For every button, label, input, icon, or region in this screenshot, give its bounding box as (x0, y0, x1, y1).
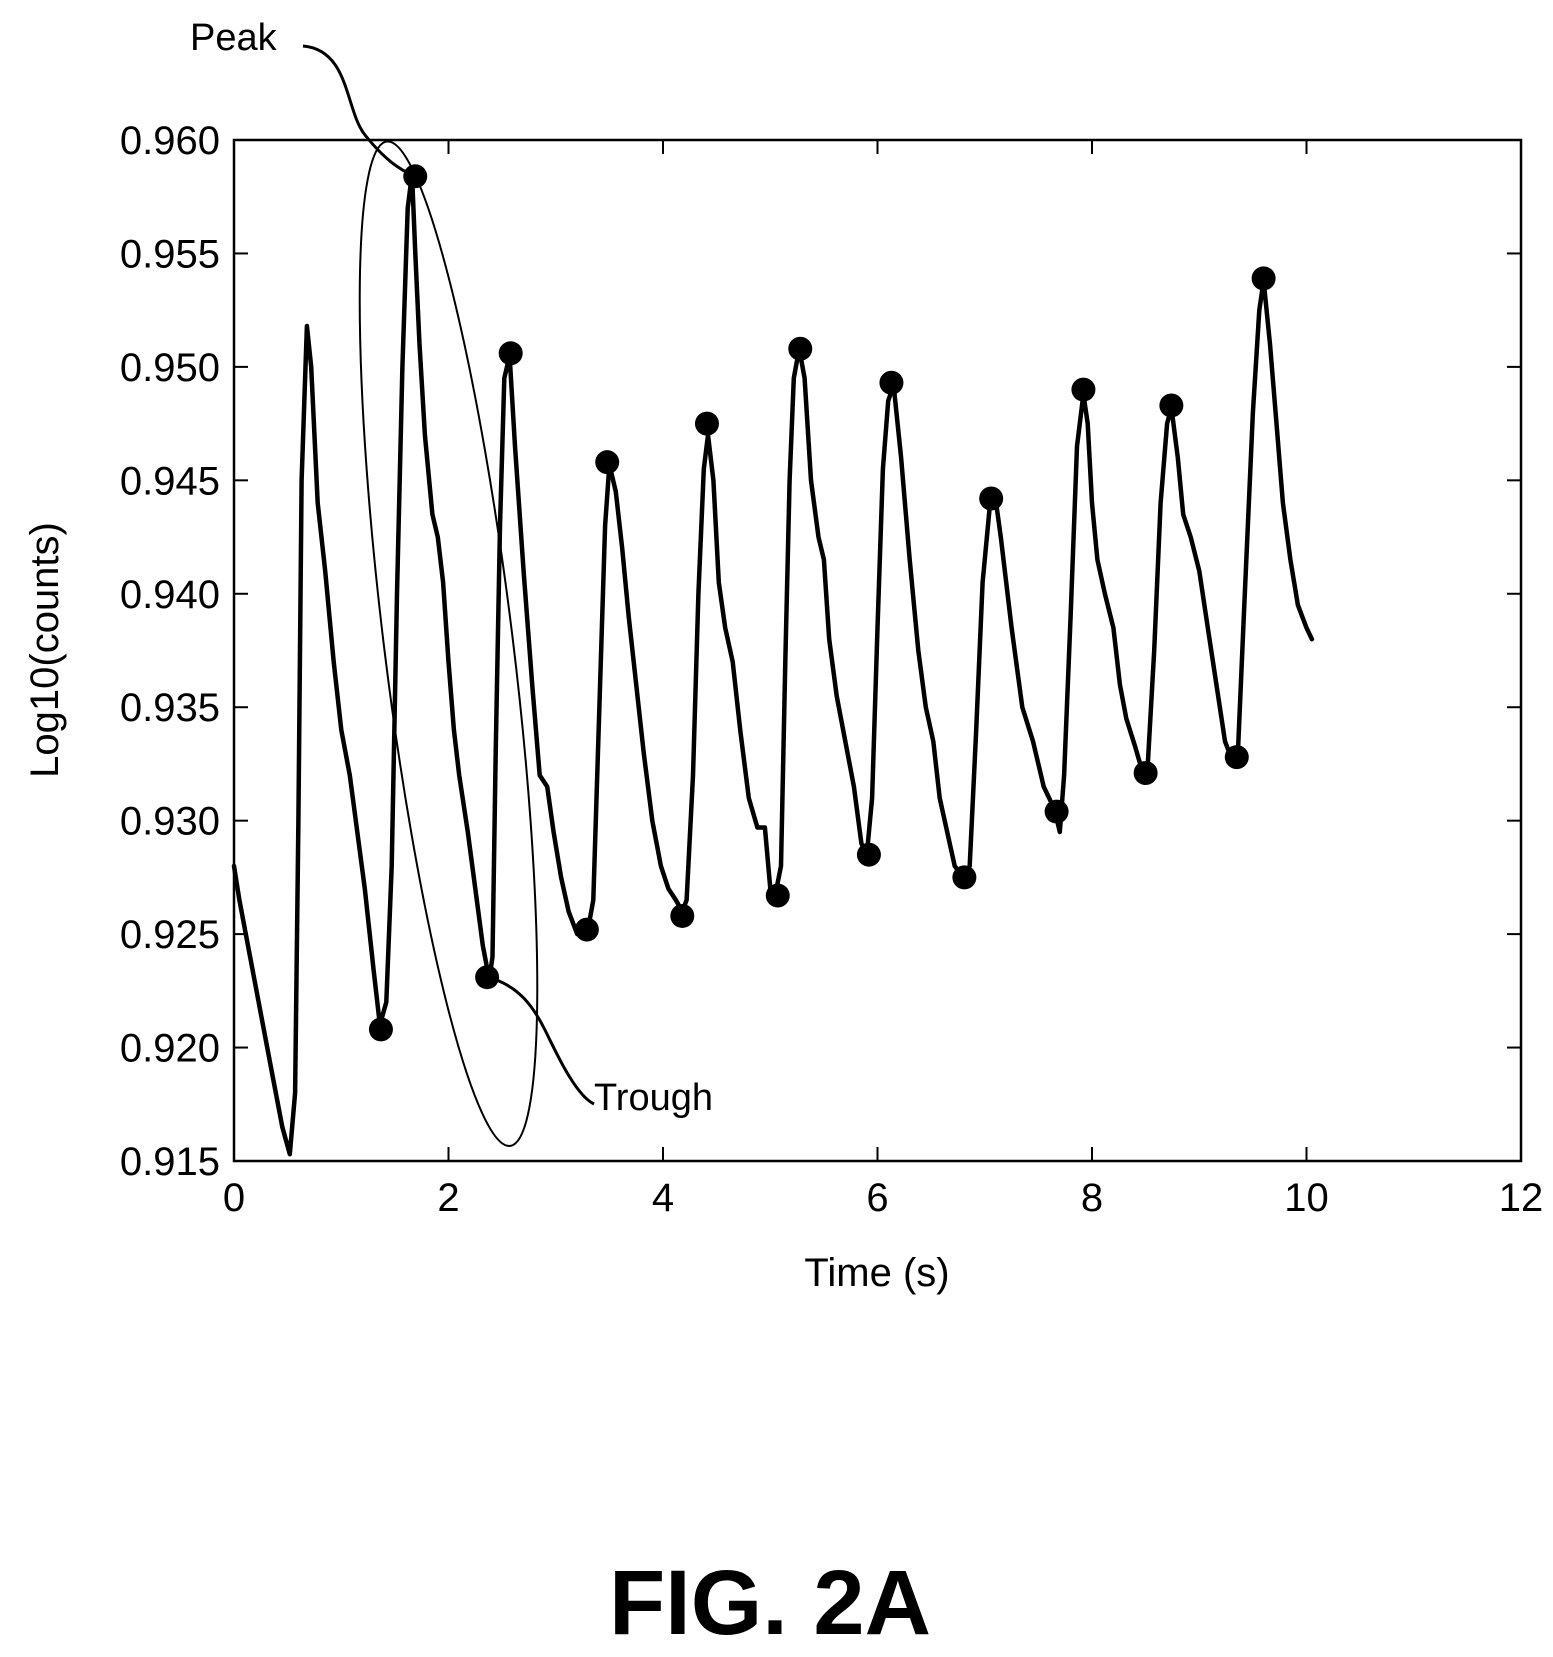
highlight-ellipse (358, 140, 539, 1147)
x-tick-label: 4 (652, 1176, 674, 1220)
peak-marker (979, 486, 1004, 511)
peak-marker (1251, 266, 1276, 291)
series-layer (231, 171, 1315, 1157)
y-tick-label: 0.960 (120, 119, 220, 163)
markers-layer (368, 164, 1276, 1042)
figure-caption: FIG. 2A (609, 1552, 931, 1654)
trough-leader-line (486, 975, 595, 1106)
x-tick-label: 10 (1284, 1176, 1329, 1220)
highlight-region (358, 140, 539, 1147)
y-tick-label: 0.935 (120, 686, 220, 730)
x-tick-label: 6 (866, 1176, 888, 1220)
y-tick-label: 0.945 (120, 459, 220, 503)
trough-marker (1044, 799, 1069, 824)
trough-annotation: Trough (594, 1077, 713, 1119)
peak-marker (595, 450, 620, 475)
trough-marker (952, 865, 977, 890)
trough-marker (1133, 761, 1158, 786)
peak-annotation: Peak (190, 17, 278, 59)
x-tick-label: 0 (223, 1176, 245, 1220)
trough-marker (765, 883, 790, 908)
trough-marker (670, 903, 695, 928)
y-tick-label: 0.925 (120, 913, 220, 957)
trough-marker (574, 917, 599, 942)
peak-leader-line (302, 44, 416, 178)
x-tick-label: 12 (1499, 1176, 1544, 1220)
y-tick-label: 0.930 (120, 800, 220, 844)
x-axis-label: Time (s) (804, 1251, 949, 1295)
peak-marker (1159, 393, 1184, 418)
peak-marker (498, 341, 523, 366)
y-axis-label: Log10(counts) (23, 522, 67, 778)
annotations-layer: Peak Trough (190, 17, 713, 1119)
x-tick-label: 2 (437, 1176, 459, 1220)
peak-marker (694, 411, 719, 436)
trough-marker (1224, 745, 1249, 770)
trough-marker (856, 842, 881, 867)
peak-marker (1071, 377, 1096, 402)
y-tick-label: 0.955 (120, 232, 220, 276)
y-tick-label: 0.940 (120, 573, 220, 617)
series-line (231, 171, 1315, 1157)
peak-marker (879, 370, 904, 395)
y-tick-label: 0.920 (120, 1027, 220, 1071)
x-tick-label: 8 (1081, 1176, 1103, 1220)
peak-marker (788, 336, 813, 361)
axis-ticks: 0 2 4 6 8 10 12 0.915 0.920 0.925 0.930 0.935 0.940 0… (120, 119, 1543, 1220)
trough-marker (368, 1017, 393, 1042)
y-tick-label: 0.915 (120, 1140, 220, 1184)
y-tick-label: 0.950 (120, 346, 220, 390)
